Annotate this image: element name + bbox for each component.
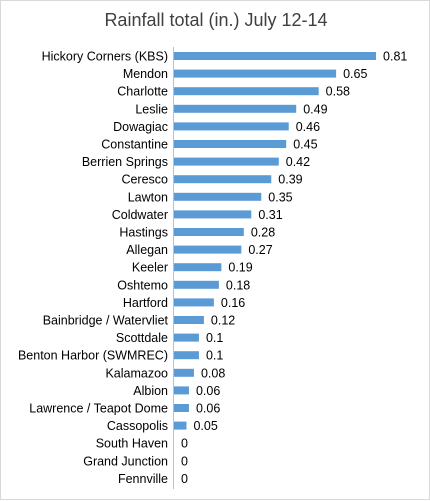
bar xyxy=(174,52,377,60)
category-label: Cassopolis xyxy=(107,419,168,433)
category-label: Mendon xyxy=(123,67,168,81)
value-label: 0.58 xyxy=(326,85,350,99)
value-label: 0.42 xyxy=(286,155,310,169)
value-label: 0 xyxy=(181,454,188,468)
bar xyxy=(174,386,189,395)
category-label: Hickory Corners (KBS) xyxy=(42,50,168,64)
bar xyxy=(174,175,272,184)
value-label: 0.12 xyxy=(211,314,235,328)
category-label: Scottdale xyxy=(116,331,168,345)
category-label: Grand Junction xyxy=(83,454,168,468)
category-label: Keeler xyxy=(132,261,168,275)
category-label: Fennville xyxy=(118,472,168,486)
value-label: 0.06 xyxy=(196,384,220,398)
value-label: 0.28 xyxy=(251,226,275,240)
category-label: Lawton xyxy=(128,190,168,204)
category-label: Kalamazoo xyxy=(105,366,168,380)
category-label: Bainbridge / Watervliet xyxy=(43,314,169,328)
value-label: 0.16 xyxy=(221,296,245,310)
category-label: Benton Harbor (SWMREC) xyxy=(18,349,168,363)
bar xyxy=(174,157,279,166)
bar xyxy=(174,280,219,289)
bar xyxy=(174,140,287,148)
value-label: 0.05 xyxy=(193,419,217,433)
bar xyxy=(174,245,242,254)
value-label: 0.19 xyxy=(228,261,252,275)
bar xyxy=(174,210,252,219)
chart-title: Rainfall total (in.) July 12-14 xyxy=(104,10,327,30)
value-label: 0.08 xyxy=(201,366,225,380)
bar xyxy=(174,421,187,430)
value-label: 0.18 xyxy=(226,278,250,292)
value-label: 0.31 xyxy=(258,208,282,222)
bar xyxy=(174,228,244,236)
category-label: Lawrence / Teapot Dome xyxy=(29,402,168,416)
category-label: Hartford xyxy=(123,296,168,310)
bar xyxy=(174,404,189,412)
value-label: 0.81 xyxy=(383,50,407,64)
bar xyxy=(174,333,199,342)
bar xyxy=(174,104,297,113)
value-label: 0.1 xyxy=(206,349,223,363)
category-label: Albion xyxy=(133,384,168,398)
value-label: 0.06 xyxy=(196,402,220,416)
value-label: 0.39 xyxy=(278,173,302,187)
category-label: Dowagiac xyxy=(113,120,168,134)
category-label: Leslie xyxy=(135,102,168,116)
bar xyxy=(174,298,214,307)
bar xyxy=(174,368,194,377)
value-label: 0.1 xyxy=(206,331,223,345)
value-label: 0 xyxy=(181,437,188,451)
bars-layer: Hickory Corners (KBS) 0.81 Mendon 0.65 Charl… xyxy=(18,50,407,486)
bar xyxy=(174,192,262,201)
category-label: Oshtemo xyxy=(117,278,168,292)
bar xyxy=(174,351,199,360)
value-label: 0.45 xyxy=(293,138,317,152)
bar xyxy=(174,263,222,272)
category-label: Charlotte xyxy=(117,85,168,99)
value-label: 0 xyxy=(181,472,188,486)
value-label: 0.49 xyxy=(303,102,327,116)
category-label: Coldwater xyxy=(112,208,168,222)
value-label: 0.46 xyxy=(296,120,320,134)
bar xyxy=(174,87,319,96)
value-label: 0.65 xyxy=(343,67,367,81)
category-label: Berrien Springs xyxy=(82,155,168,169)
category-label: Ceresco xyxy=(121,173,168,187)
category-label: South Haven xyxy=(96,437,168,451)
category-label: Constantine xyxy=(101,138,168,152)
value-label: 0.27 xyxy=(248,243,272,257)
category-label: Allegan xyxy=(126,243,168,257)
bar xyxy=(174,316,204,324)
bar xyxy=(174,69,337,78)
value-label: 0.35 xyxy=(268,190,292,204)
category-label: Hastings xyxy=(119,226,168,240)
bar xyxy=(174,122,289,131)
